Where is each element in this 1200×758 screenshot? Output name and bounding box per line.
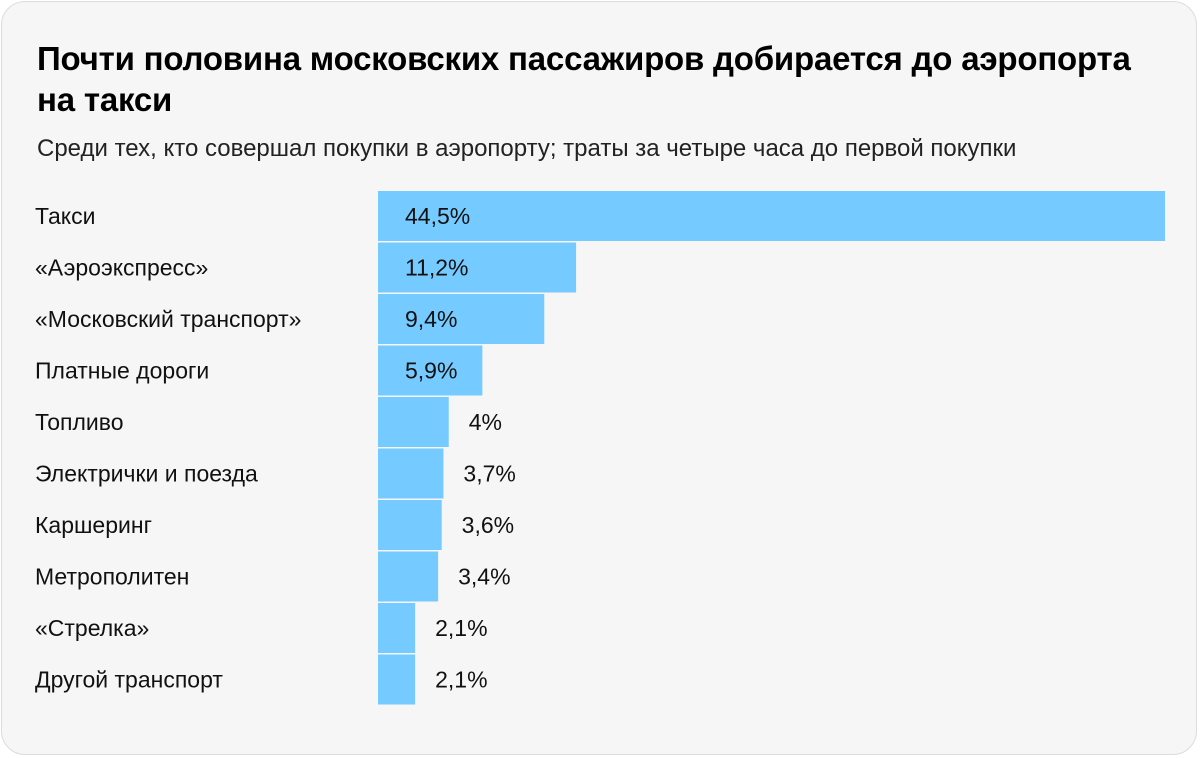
bar [378,191,1165,241]
category-label: Другой транспорт [35,667,223,693]
bar [378,242,577,293]
bar [378,448,444,499]
bar [378,294,545,344]
category-label: Электрички и поезда [35,461,258,487]
value-label: 2,1% [435,667,487,693]
category-label: Такси [35,203,95,229]
category-label: «Московский транспорт» [35,306,301,332]
bar [378,345,483,396]
value-label: 5,9% [405,358,457,384]
category-label: Каршеринг [35,512,152,538]
value-label: 3,4% [458,564,510,590]
value-label: 11,2% [405,255,469,281]
category-label: «Аэроэкспресс» [35,255,208,281]
bar [378,654,416,705]
value-label: 44,5% [405,203,470,229]
value-label: 2,1% [435,615,487,641]
chart-subtitle: Среди тех, кто совершал покупки в аэропо… [37,135,1017,162]
category-label: Метрополитен [35,564,189,590]
category-label: Топливо [35,409,124,435]
value-label: 4% [469,409,502,435]
bar [378,551,439,602]
chart-title: Почти половина московских пассажиров доб… [37,40,1131,118]
bar [378,603,416,653]
value-label: 3,7% [463,461,515,487]
category-label: «Стрелка» [35,615,149,641]
bar [378,397,449,447]
value-label: 9,4% [405,306,457,332]
bar [378,500,442,550]
category-label: Платные дороги [35,358,209,384]
value-label: 3,6% [462,512,514,538]
